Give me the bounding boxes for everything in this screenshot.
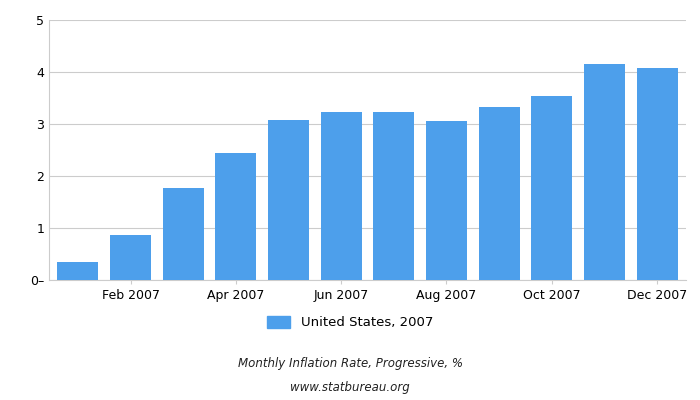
Bar [110,235,151,280]
Text: www.statbureau.org: www.statbureau.org [290,382,410,394]
Bar [373,112,414,280]
Bar [162,188,204,280]
Bar [531,96,573,280]
Bar [268,120,309,280]
Bar [216,153,256,280]
Bar [426,121,467,280]
Bar [636,68,678,280]
Bar [321,112,362,280]
Bar [584,64,625,280]
Text: Monthly Inflation Rate, Progressive, %: Monthly Inflation Rate, Progressive, % [237,358,463,370]
Bar [57,262,99,280]
Bar [479,107,519,280]
Legend: United States, 2007: United States, 2007 [267,316,433,330]
